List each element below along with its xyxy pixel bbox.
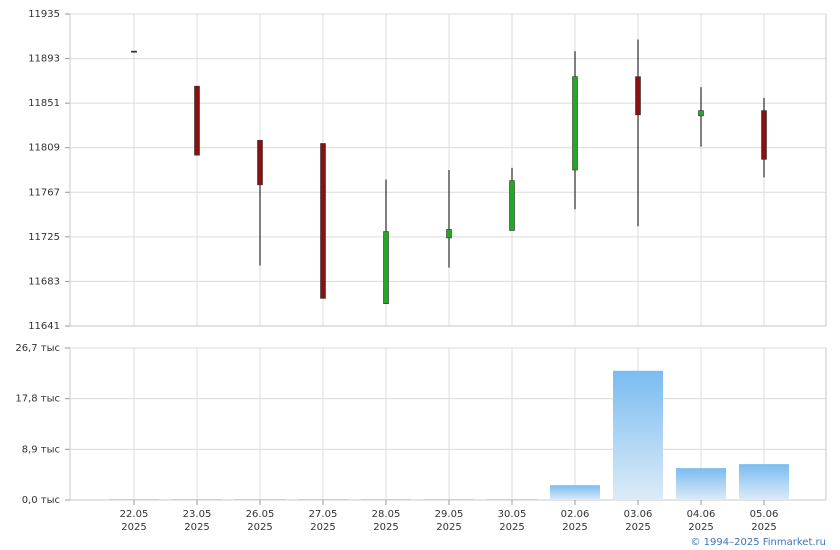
volume-bar [487, 499, 537, 501]
candle-body [257, 139, 263, 186]
x-tick-label-year: 2025 [562, 522, 587, 533]
volume-bar [235, 499, 285, 501]
y-tick-label: 11767 [28, 187, 60, 198]
x-tick-label-year: 2025 [625, 522, 650, 533]
y-tick-label: 11851 [28, 98, 60, 109]
x-tick-label: 22.05 [120, 509, 149, 520]
x-tick-label: 04.06 [687, 509, 716, 520]
y-tick-label: 8,9 тыс [22, 444, 60, 455]
y-tick-label: 26,7 тыс [15, 343, 60, 354]
y-tick-label: 11935 [28, 9, 60, 20]
candle-body [698, 110, 704, 117]
candle-body [194, 85, 200, 156]
x-tick-label-year: 2025 [184, 522, 209, 533]
volume-bar [424, 499, 474, 501]
y-tick-label: 11683 [28, 276, 60, 287]
volume-bar [109, 499, 159, 501]
y-tick-label: 17,8 тыс [15, 394, 60, 405]
x-tick-label: 30.05 [498, 509, 527, 520]
candle-body [446, 229, 452, 239]
candle-body [320, 143, 326, 299]
x-tick-label: 02.06 [561, 509, 590, 520]
volume-bar [613, 370, 663, 500]
x-tick-label: 03.06 [624, 509, 653, 520]
x-tick-label-year: 2025 [436, 522, 461, 533]
x-tick-label-year: 2025 [373, 522, 398, 533]
x-tick-label-year: 2025 [499, 522, 524, 533]
x-tick-label: 28.05 [372, 509, 401, 520]
x-tick-label: 29.05 [435, 509, 464, 520]
x-tick-label: 26.05 [246, 509, 275, 520]
credit[interactable]: © 1994–2025 Finmarket.ru [690, 537, 826, 548]
x-tick-label: 27.05 [309, 509, 338, 520]
volume-bar [676, 468, 726, 500]
y-tick-label: 11641 [28, 321, 60, 332]
x-tick-label-year: 2025 [310, 522, 335, 533]
x-tick-label: 23.05 [183, 509, 212, 520]
candle-body [509, 180, 515, 231]
volume-bar [172, 499, 222, 501]
volume-bar [550, 485, 600, 500]
volume-bar [361, 499, 411, 501]
volume-bar [739, 464, 789, 500]
y-tick-label: 11809 [28, 143, 60, 154]
candle-body [383, 231, 389, 305]
x-tick-label: 05.06 [750, 509, 779, 520]
candle-body [761, 110, 767, 160]
y-tick-label: 0,0 тыс [22, 495, 60, 506]
y-tick-label: 11725 [28, 232, 60, 243]
x-tick-label-year: 2025 [751, 522, 776, 533]
candle-body [131, 50, 137, 53]
candle-body [572, 76, 578, 171]
x-tick-label-year: 2025 [247, 522, 272, 533]
x-tick-label-year: 2025 [688, 522, 713, 533]
y-tick-label: 11893 [28, 54, 60, 65]
candle-body [635, 76, 641, 116]
volume-bar [298, 499, 348, 501]
x-tick-label-year: 2025 [121, 522, 146, 533]
